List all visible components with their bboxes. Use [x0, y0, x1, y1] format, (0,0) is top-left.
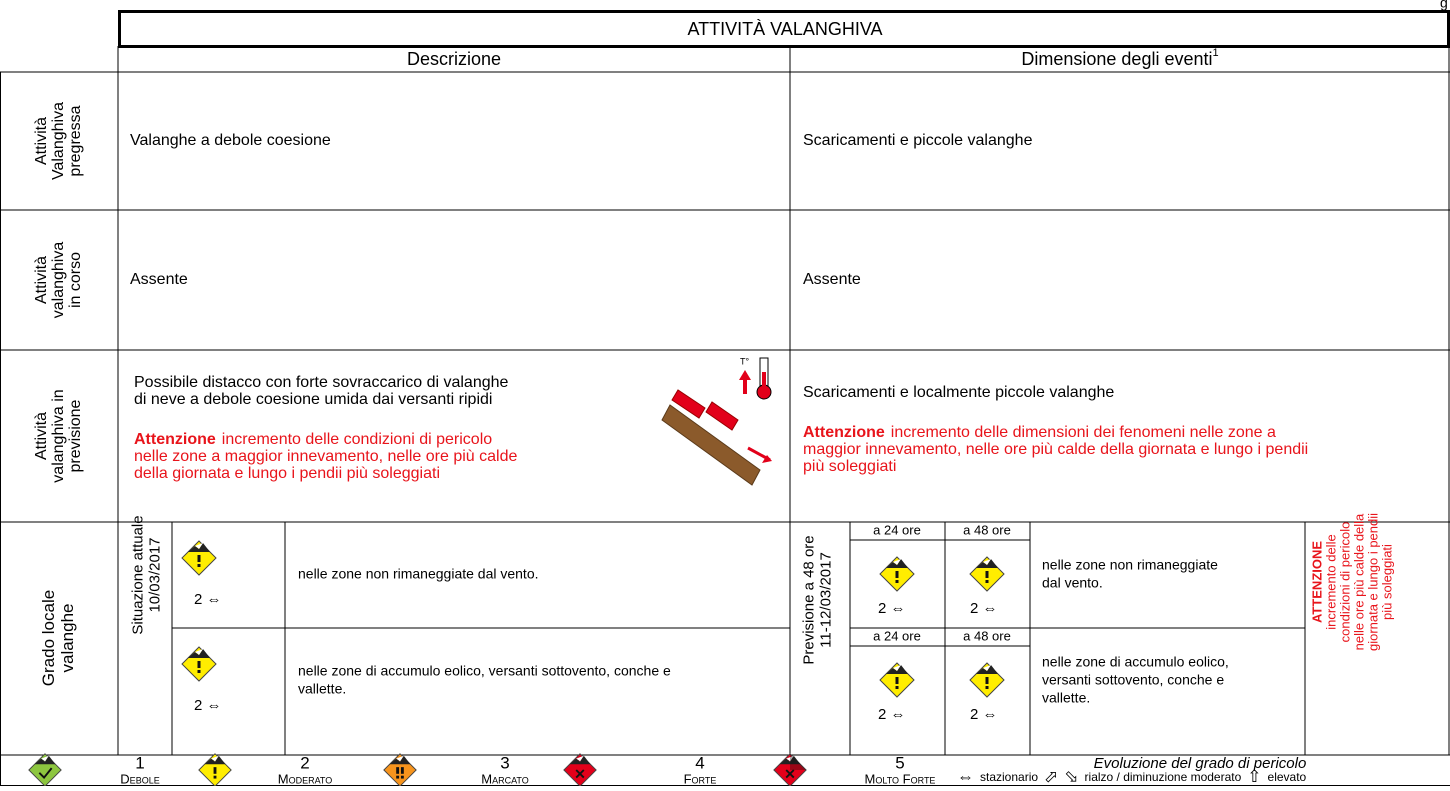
attention-note: più soleggiati [1379, 544, 1394, 620]
period-label: 11-12/03/2017 [817, 552, 834, 648]
attention-note: condizioni di pericolo [1337, 522, 1352, 643]
danger-icon [970, 663, 1004, 697]
level-number: 4 [695, 753, 704, 772]
evolution-text: elevato [1268, 770, 1307, 784]
level-name: Marcato [481, 771, 529, 786]
zone-text: nelle zone non rimaneggiate dal vento. [298, 566, 539, 582]
level-name: Moderato [278, 771, 333, 786]
row-label: Attività [33, 117, 50, 165]
row-label: Valanghiva [50, 102, 67, 180]
level-number: 2 [300, 753, 309, 772]
attention-line: nelle zone a maggior innevamento, nelle … [134, 448, 517, 465]
danger-icon [182, 647, 216, 681]
attention-note: nelle ore più calde della [1351, 513, 1366, 650]
attention-word: Attenzione [134, 431, 216, 448]
row-label: valanghiva in [50, 389, 67, 482]
period-label: 10/03/2017 [146, 537, 163, 612]
danger-icon [564, 754, 596, 786]
row-label: Grado locale [39, 590, 58, 686]
attention-note: giornata e lungo i pendii [1365, 513, 1380, 651]
level-number: 1 [135, 753, 144, 772]
description-text: Valanghe a debole coesione [130, 132, 331, 149]
attention-word: ATTENZIONE [1309, 541, 1324, 623]
attention-word: Attenzione [803, 424, 885, 441]
attention-note: incremento delle [1323, 534, 1338, 629]
zone-text: nelle zone non rimaneggiate [1042, 557, 1218, 573]
attention-text: Attenzione incremento delle condizioni di… [134, 431, 492, 448]
level-number: 5 [895, 753, 904, 772]
size-text: Scaricamenti e localmente piccole valang… [803, 384, 1114, 401]
description-text: Assente [130, 271, 188, 288]
section-title: ATTIVITÀ VALANGHIVA [687, 19, 882, 39]
grade-value: 2 ⇔ [194, 697, 222, 714]
horizon-label: a 48 ore [963, 522, 1011, 537]
attention-text: Attenzione incremento delle dimensioni de… [803, 424, 1276, 441]
size-text: Scaricamenti e piccole valanghe [803, 132, 1033, 149]
description-text: Possibile distacco con forte sovraccaric… [134, 374, 509, 391]
zone-text: vallette. [298, 681, 346, 697]
row-label: Attività [33, 412, 50, 460]
horizon-label: a 24 ore [873, 628, 921, 643]
attention-line: incremento delle dimensioni dei fenomeni… [891, 424, 1276, 441]
danger-icon [384, 754, 416, 786]
attention-line: più soleggiati [803, 458, 896, 475]
evolution-legend: ⇔ stazionario ⬀ ⬂ rialzo / diminuzione moder… [957, 767, 1307, 786]
column-header-text: Dimensione degli eventi [1021, 49, 1212, 69]
attention-line: maggior innevamento, nelle ore più calde… [803, 441, 1308, 458]
icon-label: T° [740, 356, 749, 366]
row-label: in corso [67, 252, 84, 308]
page-fragment: g [1440, 0, 1448, 11]
grade-value: 2 ⇔ [194, 591, 222, 608]
evolution-title: Evoluzione del grado di pericolo [1094, 755, 1307, 772]
column-header: Descrizione [407, 49, 501, 69]
attention-line: della giornata e lungo i pendii più sole… [134, 465, 440, 482]
grade-value: 2 ⇔ [878, 706, 906, 723]
row-label: previsione [67, 399, 84, 472]
evolution-text: rialzo / diminuzione moderato [1085, 770, 1242, 784]
attention-line: incremento delle condizioni di pericolo [222, 431, 492, 448]
zone-text: versanti sottovento, conche e [1042, 672, 1224, 688]
horizon-label: a 24 ore [873, 522, 921, 537]
level-number: 3 [500, 753, 509, 772]
column-header: Dimensione degli eventi1 [1021, 47, 1218, 69]
danger-icon [199, 754, 231, 786]
horizon-label: a 48 ore [963, 628, 1011, 643]
level-name: Molto Forte [865, 771, 936, 786]
row-label: pregressa [67, 105, 84, 176]
level-name: Debole [120, 771, 159, 786]
evolution-symbol: ⇧ [1247, 767, 1261, 786]
danger-icon [182, 541, 216, 575]
footnote-mark: 1 [1212, 47, 1218, 59]
row-label: valanghiva [50, 242, 67, 319]
zone-text: vallette. [1042, 690, 1090, 706]
danger-icon [774, 754, 806, 786]
danger-icon [970, 557, 1004, 591]
zone-text: dal vento. [1042, 575, 1103, 591]
row-label: Attività [33, 256, 50, 304]
grade-value: 2 ⇔ [970, 706, 998, 723]
zone-text: nelle zone di accumulo eolico, versanti … [298, 663, 671, 679]
danger-icon [880, 663, 914, 697]
header-box [118, 10, 1450, 48]
evolution-text: stazionario [980, 770, 1038, 784]
danger-icon [880, 557, 914, 591]
evolution-symbol: ⇔ [957, 767, 974, 786]
grade-value: 2 ⇔ [878, 600, 906, 617]
grade-value: 2 ⇔ [970, 600, 998, 617]
evolution-symbol: ⬂ [1064, 767, 1078, 786]
row-label: valanghe [58, 603, 77, 672]
evolution-symbol: ⬀ [1044, 767, 1058, 786]
description-text: di neve a debole coesione umida dai vers… [134, 391, 492, 408]
period-label: Previsione a 48 ore [800, 535, 817, 664]
size-text: Assente [803, 271, 861, 288]
zone-text: nelle zone di accumulo eolico, [1042, 654, 1229, 670]
warming-illustration [661, 357, 772, 486]
period-label: Situazione attuale [129, 515, 146, 634]
level-name: Forte [684, 771, 717, 786]
danger-icon [29, 754, 61, 786]
